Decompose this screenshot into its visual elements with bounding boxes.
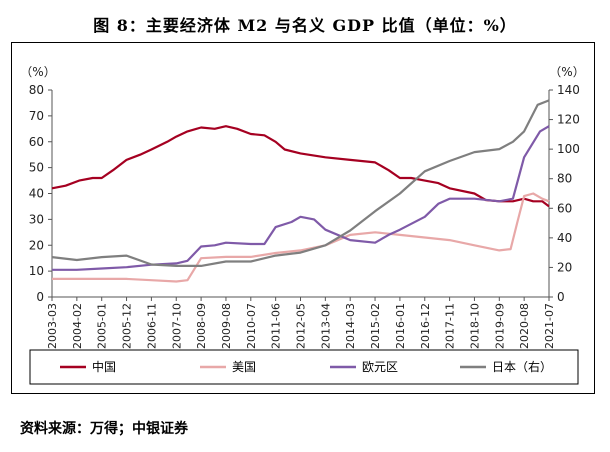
left-tick-label: 70 — [29, 109, 44, 123]
x-tick-label: 2011-06 — [270, 303, 283, 349]
x-tick-label: 2012-05 — [295, 303, 308, 349]
right-unit-label: （%） — [549, 65, 584, 79]
right-tick-label: 140 — [557, 83, 580, 97]
x-tick-label: 2016-01 — [394, 303, 407, 349]
left-tick-label: 40 — [29, 187, 44, 201]
left-tick-label: 0 — [36, 290, 44, 304]
x-tick-label: 2016-12 — [419, 303, 432, 349]
left-tick-label: 20 — [29, 238, 44, 252]
right-tick-label: 120 — [557, 113, 580, 127]
right-tick-label: 20 — [557, 260, 572, 274]
x-tick-label: 2017-11 — [444, 303, 457, 349]
right-tick-label: 100 — [557, 142, 580, 156]
legend-label-1: 中国 — [92, 359, 116, 374]
legend-label-3: 欧元区 — [362, 360, 398, 374]
x-tick-label: 2010-07 — [245, 303, 258, 349]
x-tick-label: 2003-03 — [46, 303, 59, 349]
right-tick-label: 0 — [557, 290, 565, 304]
left-tick-label: 50 — [29, 161, 44, 175]
legend-box — [29, 349, 579, 385]
x-tick-label: 2008-09 — [195, 303, 208, 349]
series-line-4 — [51, 99, 550, 267]
left-tick-label: 30 — [29, 212, 44, 226]
x-tick-label: 2009-08 — [220, 303, 233, 349]
x-tick-label: 2004-02 — [71, 303, 84, 349]
source-note: 资料来源：万得；中银证券 — [20, 421, 188, 437]
series-line-1 — [51, 125, 550, 208]
series-line-2 — [52, 192, 550, 283]
left-unit-label: （%） — [20, 65, 55, 79]
left-tick-label: 60 — [29, 135, 44, 149]
right-tick-label: 80 — [557, 172, 572, 186]
x-tick-label: 2021-07 — [543, 303, 556, 349]
series-line-3 — [52, 125, 550, 271]
x-tick-label: 2015-02 — [369, 303, 382, 349]
legend-label-4: 日本（右） — [492, 359, 552, 374]
x-tick-label: 2006-11 — [145, 303, 158, 349]
x-tick-label: 2014-03 — [344, 303, 357, 349]
x-tick-label: 2005-12 — [121, 303, 134, 349]
x-tick-label: 2013-04 — [319, 303, 332, 349]
x-tick-label: 2005-01 — [96, 303, 109, 349]
left-tick-label: 10 — [29, 264, 44, 278]
x-tick-label: 2020-08 — [518, 303, 531, 349]
x-tick-label: 2018-10 — [468, 303, 481, 349]
left-tick-label: 80 — [29, 83, 44, 97]
right-tick-label: 60 — [557, 201, 572, 215]
x-tick-label: 2007-10 — [170, 303, 183, 349]
right-tick-label: 40 — [557, 231, 572, 245]
chart-frame — [11, 42, 595, 394]
chart-title: 图 8：主要经济体 M2 与名义 GDP 比值（单位：%） — [93, 16, 517, 35]
x-tick-label: 2019-09 — [493, 303, 506, 349]
legend-label-2: 美国 — [232, 360, 256, 374]
